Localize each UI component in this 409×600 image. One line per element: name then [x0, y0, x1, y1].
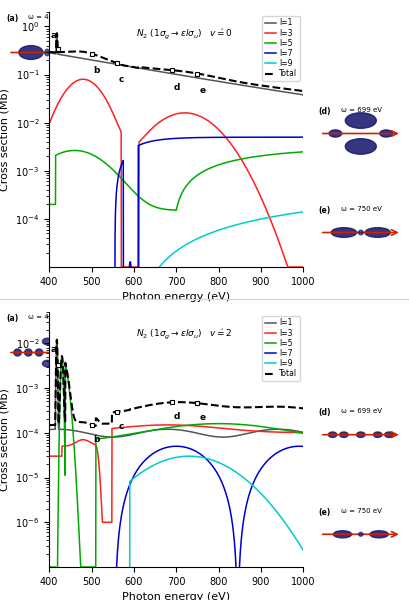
Ellipse shape: [373, 432, 381, 437]
Ellipse shape: [358, 532, 362, 536]
Text: ω = 550 eV: ω = 550 eV: [118, 314, 159, 320]
Ellipse shape: [227, 347, 250, 358]
Text: (d): (d): [318, 107, 330, 116]
Text: (c): (c): [207, 14, 219, 23]
Ellipse shape: [226, 29, 272, 76]
Text: (b): (b): [97, 314, 109, 323]
Ellipse shape: [356, 432, 364, 437]
Ellipse shape: [35, 349, 43, 356]
Text: e: e: [199, 86, 205, 95]
Text: ω = 699 eV: ω = 699 eV: [340, 107, 381, 113]
Text: b: b: [93, 434, 99, 443]
Text: ω = 750 eV: ω = 750 eV: [340, 206, 381, 212]
Y-axis label: Cross section (Mb): Cross section (Mb): [0, 388, 10, 491]
Text: $N_2\ (1\sigma_g \rightarrow \varepsilon l\sigma_u)$   $v\'=2$: $N_2\ (1\sigma_g \rightarrow \varepsilon…: [135, 328, 232, 341]
Ellipse shape: [333, 531, 351, 538]
Text: b: b: [93, 66, 99, 75]
Ellipse shape: [14, 349, 21, 356]
Text: ω = 550 eV: ω = 550 eV: [118, 14, 159, 20]
Legend: l=1, l=3, l=5, l=7, l=9, Total: l=1, l=3, l=5, l=7, l=9, Total: [262, 316, 299, 381]
Ellipse shape: [43, 338, 52, 344]
Text: c: c: [118, 422, 124, 431]
Text: ω = 420 eV: ω = 420 eV: [28, 14, 69, 20]
X-axis label: Photon energy (eV): Photon energy (eV): [122, 592, 230, 600]
Text: (e): (e): [318, 206, 330, 215]
Text: (d): (d): [318, 408, 330, 417]
Ellipse shape: [19, 46, 43, 59]
Text: d: d: [173, 83, 180, 92]
Ellipse shape: [25, 349, 32, 356]
Ellipse shape: [73, 349, 80, 356]
Ellipse shape: [130, 37, 160, 68]
Ellipse shape: [160, 349, 168, 356]
X-axis label: Photon energy (eV): Photon energy (eV): [122, 292, 230, 302]
Y-axis label: Cross section (Mb): Cross section (Mb): [0, 88, 10, 191]
Text: c: c: [118, 76, 124, 85]
Ellipse shape: [62, 349, 70, 356]
Text: a: a: [50, 345, 56, 354]
Legend: l=1, l=3, l=5, l=7, l=9, Total: l=1, l=3, l=5, l=7, l=9, Total: [262, 16, 299, 81]
Ellipse shape: [330, 227, 356, 238]
Ellipse shape: [118, 359, 156, 383]
Text: ω = 699 eV: ω = 699 eV: [340, 408, 381, 414]
Ellipse shape: [45, 49, 49, 56]
Text: d: d: [173, 412, 180, 421]
Ellipse shape: [379, 130, 391, 137]
Ellipse shape: [257, 347, 281, 358]
Text: a: a: [50, 31, 56, 40]
Ellipse shape: [235, 29, 281, 76]
Ellipse shape: [106, 349, 114, 356]
Text: (a): (a): [7, 14, 19, 23]
Ellipse shape: [357, 230, 362, 235]
Ellipse shape: [118, 322, 156, 346]
Text: ω = 750 eV: ω = 750 eV: [340, 508, 381, 514]
Text: ω = 605 eV: ω = 605 eV: [232, 314, 273, 320]
Ellipse shape: [364, 227, 389, 238]
Text: ω = 605 eV: ω = 605 eV: [232, 14, 273, 20]
Ellipse shape: [51, 46, 75, 59]
Text: e: e: [199, 413, 205, 422]
Ellipse shape: [52, 349, 59, 356]
Text: $N_2\ (1\sigma_g \rightarrow \varepsilon l\sigma_u)$   $v\'=0$: $N_2\ (1\sigma_g \rightarrow \varepsilon…: [135, 27, 232, 41]
Text: (b): (b): [97, 14, 109, 23]
Text: ω = 420 eV: ω = 420 eV: [28, 314, 69, 320]
Text: (a): (a): [7, 314, 19, 323]
Ellipse shape: [114, 37, 144, 68]
Text: (c): (c): [207, 314, 219, 323]
Ellipse shape: [43, 361, 52, 367]
Ellipse shape: [339, 432, 347, 437]
Ellipse shape: [328, 432, 336, 437]
Ellipse shape: [344, 113, 375, 128]
Ellipse shape: [369, 531, 387, 538]
Ellipse shape: [328, 130, 341, 137]
Ellipse shape: [344, 139, 375, 154]
Ellipse shape: [384, 432, 392, 437]
Text: (e): (e): [318, 508, 330, 517]
